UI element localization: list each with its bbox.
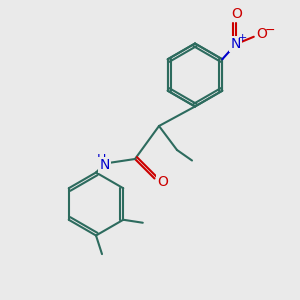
Text: N: N [99, 158, 110, 172]
Text: N: N [231, 37, 241, 51]
Text: +: + [238, 33, 247, 43]
Text: O: O [231, 7, 242, 21]
Text: H: H [97, 153, 106, 167]
Text: O: O [257, 27, 268, 41]
Text: −: − [265, 24, 275, 37]
Text: O: O [158, 175, 168, 188]
